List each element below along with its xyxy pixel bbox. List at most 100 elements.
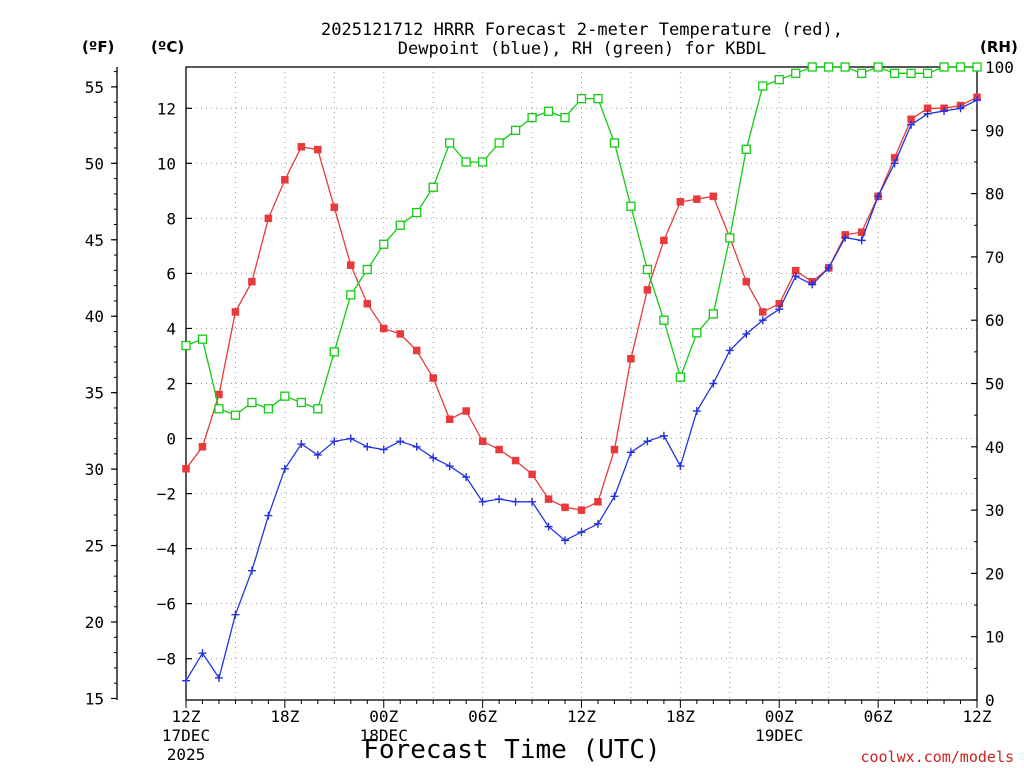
rh-point	[856, 68, 867, 78]
rh-axis: 0 10 20 30 40 50 60 70 80 90 100	[971, 58, 1014, 710]
temperature-point	[627, 354, 635, 363]
temperature-point	[709, 192, 718, 201]
dewpoint-point	[214, 673, 223, 682]
rh-point	[972, 62, 982, 72]
temperature-point	[478, 437, 487, 446]
dewpoint-point	[264, 511, 273, 520]
series-dewpoint	[182, 96, 981, 685]
rh-point	[510, 125, 521, 135]
dewpoint-point	[330, 437, 339, 446]
rh-point	[873, 62, 883, 72]
dewpoint-point	[808, 280, 817, 289]
rh-tick-label: 20	[985, 564, 1004, 583]
celsius-axis: −8 −6 −4 −2 0 2 4 6 8 10 12	[157, 99, 192, 669]
time-tick-label: 12Z	[567, 707, 596, 726]
dewpoint-point	[907, 120, 916, 129]
rh-point	[461, 157, 471, 167]
fahrenheit-tick-label: 45	[85, 231, 104, 250]
dewpoint-point	[841, 233, 850, 242]
temperature-point	[561, 503, 569, 512]
rh-point	[181, 340, 191, 351]
rh-point	[593, 94, 603, 104]
time-date-label: 17DEC	[162, 726, 210, 745]
fahrenheit-tick-label: 40	[85, 307, 104, 326]
series-line	[185, 96, 978, 511]
series-rh	[181, 62, 982, 420]
rh-point	[840, 62, 850, 72]
temperature-point	[314, 145, 322, 154]
celsius-tick-label: −8	[157, 650, 176, 669]
rh-point	[362, 264, 372, 275]
temperature-point	[182, 465, 190, 473]
dewpoint-point	[445, 462, 454, 471]
fahrenheit-tick-label: 50	[85, 154, 104, 173]
x-axis-label: Forecast Time (UTC)	[363, 735, 660, 765]
time-tick-label: 12Z	[172, 707, 201, 726]
grid-lines	[186, 67, 977, 700]
celsius-tick-label: −6	[157, 595, 176, 614]
dewpoint-point	[363, 442, 372, 451]
dewpoint-point	[643, 437, 652, 446]
dewpoint-point	[297, 440, 306, 449]
rh-point	[626, 201, 636, 211]
rh-point	[313, 404, 323, 414]
dewpoint-point	[396, 437, 405, 446]
rh-tick-label: 100	[985, 58, 1014, 77]
temperature-point	[676, 198, 685, 206]
temperature-point	[511, 456, 520, 465]
celsius-tick-label: −4	[157, 540, 176, 559]
dewpoint-point	[923, 109, 932, 118]
fahrenheit-tick-label: 15	[85, 689, 104, 708]
celsius-tick-label: 2	[166, 375, 176, 394]
fahrenheit-tick-label: 20	[85, 613, 104, 632]
rh-point	[659, 315, 669, 325]
temperature-point	[544, 495, 553, 503]
rh-tick-label: 80	[985, 185, 1004, 204]
temperature-point	[363, 299, 372, 308]
time-date-label: 18DEC	[360, 726, 408, 745]
rh-point	[906, 68, 916, 78]
temperature-point	[198, 443, 207, 451]
dewpoint-point	[593, 519, 602, 528]
rh-point	[758, 81, 768, 91]
time-year-label: 2025	[167, 745, 206, 764]
temperature-point	[445, 415, 454, 424]
rh-point	[824, 62, 834, 72]
rh-point	[296, 397, 307, 408]
rh-point	[774, 75, 784, 85]
dewpoint-point	[676, 462, 685, 471]
fahrenheit-tick-label: 25	[85, 537, 104, 556]
rh-point	[527, 112, 537, 123]
temperature-point	[594, 498, 602, 506]
dewpoint-point	[561, 536, 570, 545]
dewpoint-point	[709, 379, 718, 388]
fahrenheit-tick-label: 55	[85, 78, 104, 97]
dewpoint-point	[346, 434, 355, 443]
celsius-tick-label: 4	[166, 319, 176, 338]
rh-point	[230, 410, 241, 420]
rh-tick-label: 10	[985, 628, 1004, 647]
fahrenheit-tick-label: 35	[85, 384, 104, 403]
temperature-point	[231, 308, 240, 316]
time-tick-label: 00Z	[369, 707, 398, 726]
dewpoint-point	[429, 453, 438, 462]
celsius-tick-label: 12	[157, 99, 176, 118]
temperature-point	[396, 330, 404, 338]
celsius-tick-label: 0	[166, 430, 176, 449]
temperature-point	[412, 346, 421, 355]
dewpoint-point	[692, 407, 701, 416]
rh-point	[543, 106, 554, 116]
temperature-point	[742, 277, 751, 286]
temperature-point	[495, 445, 503, 454]
rh-point	[939, 62, 949, 72]
rh-point	[955, 62, 966, 72]
temperature-point	[462, 407, 470, 415]
rh-point	[428, 182, 438, 192]
dewpoint-point	[742, 329, 751, 338]
fahrenheit-tick-label: 30	[85, 460, 104, 479]
rh-point	[247, 397, 257, 408]
dewpoint-point	[412, 442, 421, 451]
fahrenheit-unit-label: (ºF)	[82, 38, 114, 56]
dewpoint-point	[544, 522, 553, 531]
